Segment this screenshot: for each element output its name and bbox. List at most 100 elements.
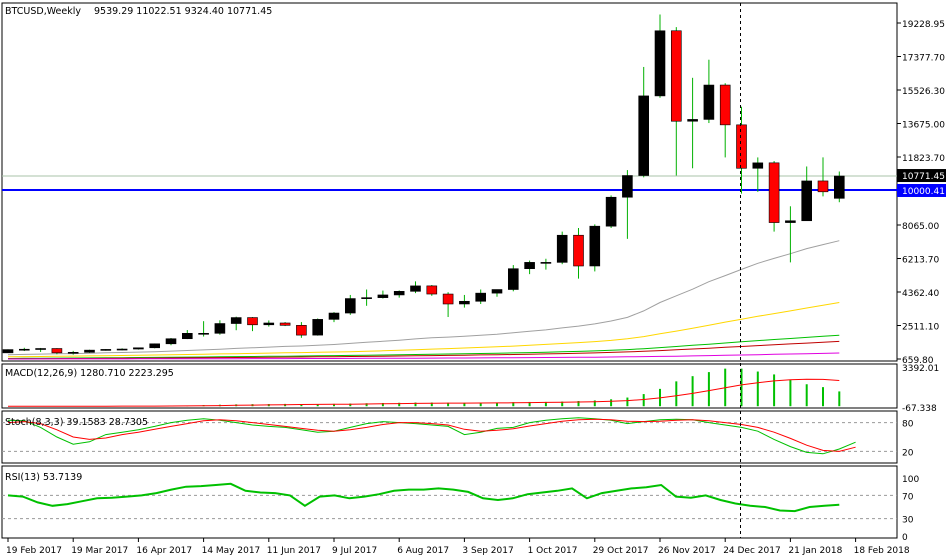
macd-tick-label: 3392.01 (902, 364, 939, 374)
candle-body (18, 348, 30, 351)
candle-body (817, 180, 829, 193)
x-tick-label: 26 Nov 2017 (658, 546, 716, 556)
moving-average-line-3 (7, 334, 840, 359)
candle-body (296, 325, 307, 336)
candle-body (540, 262, 552, 264)
candle-body (703, 84, 715, 120)
macd-plot (8, 368, 841, 407)
candle-body (491, 289, 503, 294)
candle-body (67, 352, 79, 354)
candle-body (475, 292, 487, 302)
candle-body (410, 285, 421, 292)
rsi-plot (2, 482, 897, 520)
x-tick-label: 3 Sep 2017 (462, 546, 513, 556)
price-tick-label: 17377.70 (902, 53, 945, 63)
rsi-tick-label: 70 (902, 492, 914, 502)
moving-average-line-2 (7, 302, 840, 358)
candle-body (377, 294, 389, 298)
x-tick-label: 11 Jun 2017 (267, 546, 321, 556)
price-tick-label: 8065.00 (902, 222, 939, 232)
candle-body (589, 225, 601, 267)
stoch-tick-label: 80 (902, 420, 914, 430)
x-tick-label: 18 Feb 2018 (854, 546, 910, 556)
x-tick-label: 29 Oct 2017 (593, 546, 649, 556)
rsi-line (7, 482, 840, 513)
candle-body (116, 348, 128, 351)
price-tick-label: 2511.10 (902, 323, 939, 333)
chart-title-symbol: BTCUSD,Weekly (5, 6, 81, 17)
macd-title: MACD(12,26,9) 1280.710 2223.295 (5, 368, 174, 379)
candle-body (736, 124, 747, 169)
level-price-label: 10000.41 (902, 187, 945, 197)
panel-frame-main (1, 2, 898, 362)
x-tick-label: 19 Mar 2017 (71, 546, 128, 556)
candle-body (361, 297, 372, 299)
candle-body (165, 338, 177, 345)
candle-body (556, 234, 568, 263)
axes-labels: 19228.95 17377.70 15526.30 13675.00 11823.70… (6, 3, 946, 556)
panel-frames (1, 2, 898, 539)
x-tick-label: 24 Dec 2017 (723, 546, 781, 556)
stoch-line-2 (7, 418, 856, 452)
x-tick-label: 14 May 2017 (202, 546, 261, 556)
x-tick-label: 16 Apr 2017 (136, 546, 192, 556)
candle-body (247, 317, 258, 326)
candle-body (654, 30, 666, 97)
price-tick-label: 19228.95 (902, 20, 945, 30)
x-tick-label: 1 Oct 2017 (528, 546, 578, 556)
candle-body (768, 162, 780, 223)
x-tick-label: 9 Jul 2017 (332, 546, 377, 556)
panel-frame-macd (1, 363, 898, 409)
price-tick-label: 11823.70 (902, 154, 945, 164)
candle-body (833, 175, 845, 199)
candle-body (459, 300, 470, 305)
candle-body (263, 322, 275, 326)
macd-tick-label: -67.338 (902, 404, 937, 414)
candle-body (198, 333, 209, 335)
rsi-tick-label: 0 (902, 533, 908, 543)
stoch-tick-label: 20 (902, 448, 914, 458)
candle-body (687, 119, 698, 122)
candle-body (752, 162, 764, 169)
moving-average-line-1 (7, 240, 840, 356)
price-tick-label: 13675.00 (902, 120, 945, 130)
candle-body (149, 343, 160, 349)
candle-body (230, 317, 242, 324)
stoch-title: Stoch(8,3,3) 39.1583 28.7305 (5, 417, 148, 428)
candle-body (214, 323, 226, 334)
rsi-tick-label: 30 (902, 516, 914, 526)
last-price-box (897, 169, 946, 183)
candle-body (801, 180, 813, 222)
candle-body (100, 349, 112, 351)
rsi-title: RSI(13) 53.7139 (5, 472, 82, 483)
candle-body (605, 196, 617, 227)
candle-body (35, 348, 46, 350)
candle-body (507, 268, 519, 290)
price-tick-label: 4362.40 (902, 289, 939, 299)
candle-body (638, 95, 650, 176)
level-price-box (897, 183, 946, 197)
price-plot (2, 14, 897, 360)
candle-body (426, 285, 438, 295)
candle-body (51, 348, 63, 354)
candle-body (84, 349, 95, 353)
candle-body (573, 234, 584, 267)
candle-body (344, 298, 356, 314)
price-tick-label: 659.80 (902, 356, 934, 366)
rsi-tick-label: 100 (902, 475, 919, 485)
candle-body (133, 347, 144, 350)
x-tick-label: 6 Aug 2017 (397, 546, 449, 556)
candle-body (328, 312, 340, 320)
stoch-line-1 (7, 417, 856, 455)
moving-average-line-5 (8, 352, 840, 360)
price-tick-label: 6213.70 (902, 256, 939, 266)
candle-body (442, 293, 454, 305)
moving-average-line-4 (7, 340, 840, 360)
candle-body (279, 322, 291, 326)
x-tick-label: 21 Jan 2018 (788, 546, 842, 556)
candle-body (524, 262, 535, 270)
candle-body (393, 291, 405, 296)
stoch-plot (2, 417, 897, 455)
candle-body (719, 84, 731, 126)
